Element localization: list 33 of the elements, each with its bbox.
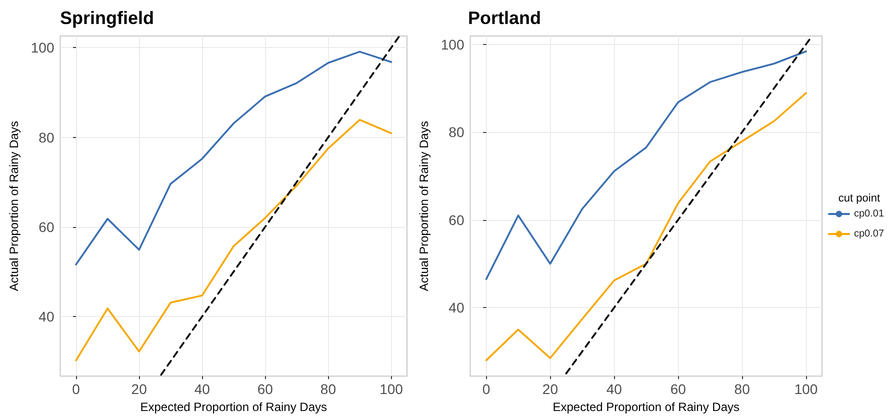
line-series bbox=[485, 92, 807, 362]
line-series bbox=[485, 50, 807, 280]
chart-title: Springfield bbox=[60, 8, 154, 28]
y-tick-label: 100 bbox=[440, 36, 464, 52]
y-tick-label: 60 bbox=[38, 218, 54, 235]
x-tick-label: 60 bbox=[670, 381, 686, 398]
chart-title: Portland bbox=[468, 8, 542, 28]
y-tick-label: 100 bbox=[30, 40, 54, 56]
x-tick-label: 20 bbox=[542, 381, 558, 398]
x-tick-label: 40 bbox=[194, 381, 210, 398]
y-axis-title: Actual Proportion of Rainy Days bbox=[417, 121, 431, 292]
x-tick-label: 60 bbox=[257, 381, 274, 398]
x-tick-label: 100 bbox=[794, 381, 818, 398]
x-tick-label: 0 bbox=[482, 381, 490, 398]
x-tick-label: 40 bbox=[606, 381, 622, 398]
x-tick-label: 100 bbox=[380, 381, 404, 398]
x-tick-label: 80 bbox=[734, 381, 750, 398]
x-axis-title: Expected Proportion of Rainy Days bbox=[552, 400, 740, 414]
legend-label: cp0.07 bbox=[854, 228, 884, 240]
y-tick-label: 40 bbox=[448, 300, 464, 316]
x-tick-label: 0 bbox=[72, 381, 80, 398]
x-axis-title: Expected Proportion of Rainy Days bbox=[140, 400, 328, 414]
y-tick-label: 40 bbox=[38, 308, 54, 325]
line-series bbox=[75, 50, 392, 266]
legend-label: cp0.01 bbox=[854, 208, 884, 220]
x-tick-label: 20 bbox=[131, 381, 148, 398]
y-axis-title: Actual Proportion of Rainy Days bbox=[7, 121, 21, 292]
x-tick-label: 80 bbox=[320, 381, 336, 398]
y-tick-label: 60 bbox=[448, 212, 464, 228]
y-tick-label: 80 bbox=[38, 129, 54, 146]
legend-title: cut point bbox=[838, 192, 880, 204]
y-tick-label: 80 bbox=[448, 124, 464, 140]
line-series bbox=[75, 118, 392, 362]
